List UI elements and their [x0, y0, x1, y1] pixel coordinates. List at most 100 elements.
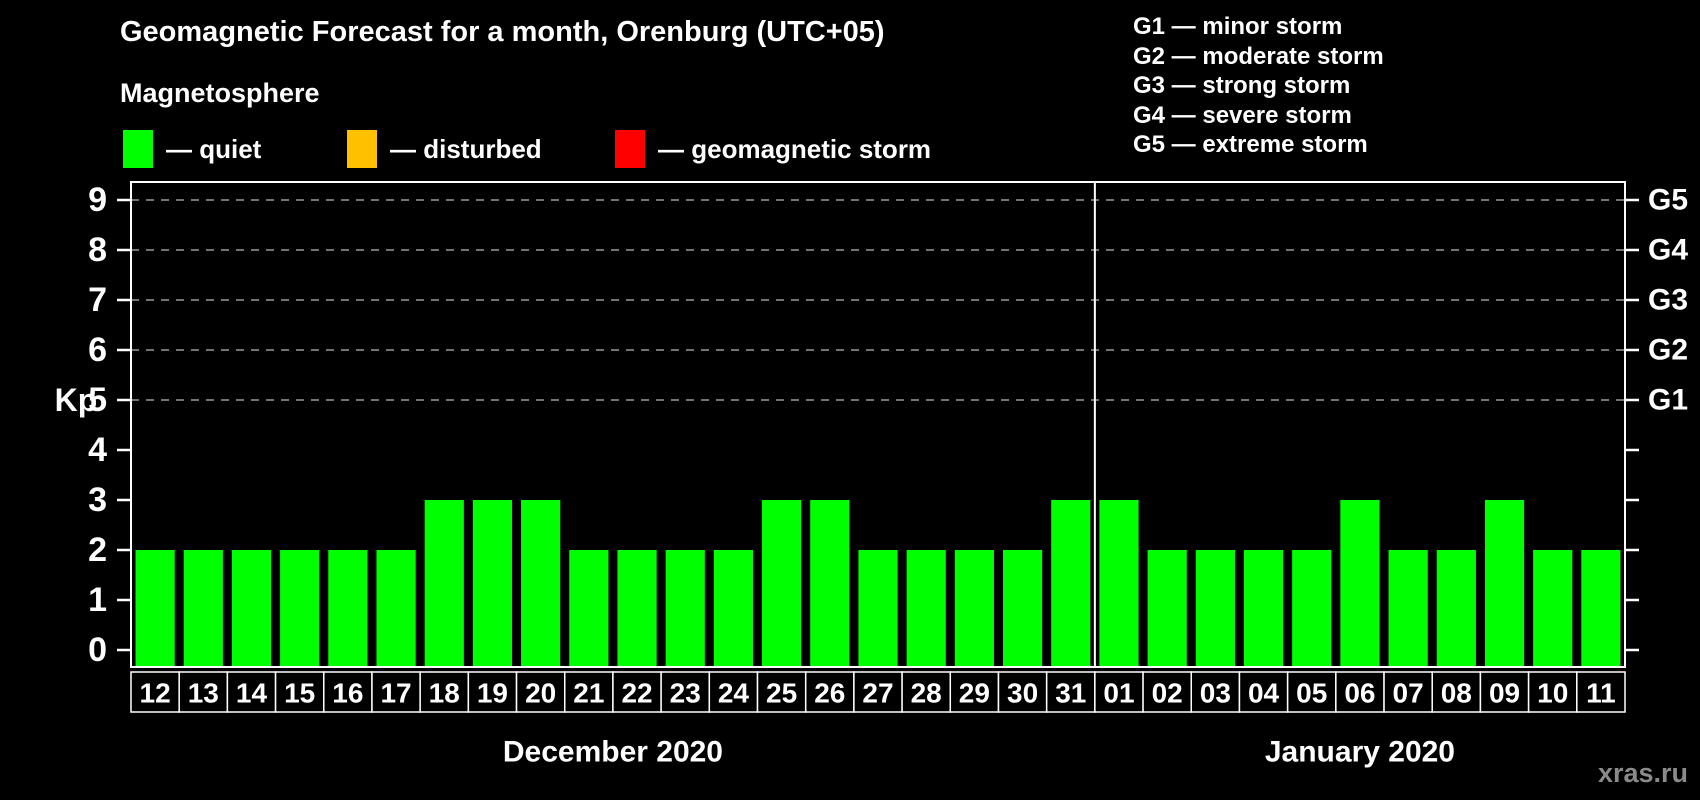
y-tick-label-0: 0	[88, 631, 107, 669]
kp-bar-20	[521, 500, 561, 667]
y-tick-label-5: 5	[88, 381, 107, 419]
plot-border	[130, 181, 1626, 668]
y-tick-label-8: 8	[88, 231, 107, 269]
kp-bar-06	[1340, 500, 1380, 667]
kp-bar-15	[280, 550, 320, 667]
kp-bar-29	[954, 550, 994, 667]
kp-bar-07	[1388, 550, 1428, 667]
kp-bar-14	[231, 550, 272, 667]
day-label-20: 20	[525, 678, 556, 709]
day-label-31: 31	[1055, 678, 1086, 709]
month-label-1: January 2020	[1265, 736, 1455, 769]
kp-bar-12	[135, 550, 175, 667]
day-box-10	[1527, 671, 1578, 713]
g-legend-line-g4: G4 — severe storm	[1133, 101, 1352, 129]
y-tick-label-4: 4	[88, 431, 107, 469]
g-legend-line-g1: G1 — minor storm	[1133, 13, 1343, 40]
kp-bar-13	[183, 550, 223, 667]
day-box-22	[612, 671, 662, 713]
kp-bar-chart: 12 13 14 15 16 17 18 19 20 21 22 23 24 25 26 27 28 29 30 31…	[0, 170, 1700, 800]
day-box-29	[949, 671, 1000, 713]
day-box-21	[563, 671, 614, 713]
day-box-23	[660, 671, 711, 713]
kp-legend-item-quiet: — quiet	[123, 126, 261, 172]
day-label-10: 10	[1537, 678, 1568, 709]
day-label-28: 28	[911, 678, 942, 709]
kp-bar-01	[1099, 500, 1139, 667]
kp-bar-24	[713, 550, 754, 667]
day-box-07	[1383, 671, 1433, 713]
kp-bar-05	[1292, 550, 1332, 667]
storm-swatch-icon	[615, 130, 645, 168]
day-label-15: 15	[284, 678, 315, 709]
kp-bar-28	[906, 550, 946, 667]
day-label-23: 23	[670, 678, 701, 709]
day-label-19: 19	[477, 678, 508, 709]
day-box-13	[178, 671, 229, 713]
kp-bar-11	[1581, 550, 1621, 667]
y-tick-label-7: 7	[88, 281, 107, 319]
day-label-21: 21	[573, 678, 604, 709]
day-label-16: 16	[332, 678, 363, 709]
right-axis-label-g1: G1	[1648, 384, 1688, 417]
kp-legend-label: — geomagnetic storm	[658, 133, 932, 164]
day-box-08	[1431, 671, 1482, 713]
day-label-07: 07	[1393, 678, 1424, 709]
day-label-25: 25	[766, 678, 797, 709]
day-label-02: 02	[1152, 678, 1183, 709]
kp-bar-25	[762, 500, 802, 667]
day-box-04	[1238, 671, 1289, 713]
y-tick-label-1: 1	[88, 581, 107, 619]
day-box-11	[1576, 671, 1626, 713]
kp-bar-16	[328, 550, 368, 667]
kp-bar-03	[1195, 550, 1235, 667]
day-box-24	[708, 671, 759, 713]
kp-bar-10	[1533, 550, 1573, 667]
disturbed-swatch-icon	[347, 130, 377, 168]
kp-legend-item-storm: — geomagnetic storm	[615, 126, 931, 172]
day-label-18: 18	[429, 678, 460, 709]
kp-bar-27	[858, 550, 898, 667]
kp-bar-09	[1484, 500, 1525, 667]
day-box-05	[1286, 671, 1337, 713]
day-box-18	[419, 671, 470, 713]
day-label-01: 01	[1103, 678, 1134, 709]
day-box-19	[467, 671, 518, 713]
quiet-swatch-icon	[123, 130, 153, 168]
day-label-09: 09	[1489, 678, 1520, 709]
y-tick-label-3: 3	[88, 481, 107, 519]
kp-status-legend: — quiet — disturbed — geomagnetic storm	[0, 126, 1100, 172]
day-label-24: 24	[718, 678, 750, 709]
kp-legend-item-disturbed: — disturbed	[347, 126, 542, 172]
kp-bar-21	[569, 550, 609, 667]
day-box-30	[997, 671, 1048, 713]
day-label-13: 13	[188, 678, 219, 709]
day-label-03: 03	[1200, 678, 1231, 709]
day-label-26: 26	[814, 678, 845, 709]
kp-bar-23	[665, 550, 705, 667]
g-scale-legend: G1 — minor storm G2 — moderate storm G3 — …	[1133, 12, 1384, 160]
day-label-22: 22	[621, 678, 652, 709]
kp-bar-31	[1051, 500, 1091, 667]
kp-bar-chart-svg: 12 13 14 15 16 17 18 19 20 21 22 23 24 25 26 27 28 29 30 31…	[55, 181, 1688, 769]
day-box-09	[1479, 671, 1530, 713]
kp-bar-18	[424, 500, 464, 667]
day-label-11: 11	[1586, 678, 1616, 709]
day-label-27: 27	[862, 678, 893, 709]
page-title: Geomagnetic Forecast for a month, Orenbu…	[120, 16, 885, 48]
kp-bar-02	[1147, 550, 1187, 667]
right-axis-label-g5: G5	[1648, 184, 1688, 217]
kp-legend-label: — disturbed	[390, 133, 542, 164]
day-label-17: 17	[380, 678, 411, 709]
day-label-06: 06	[1344, 678, 1375, 709]
kp-bar-19	[472, 500, 513, 667]
right-axis-label-g4: G4	[1648, 234, 1688, 267]
kp-bar-17	[376, 550, 416, 667]
month-label-0: December 2020	[503, 736, 723, 769]
day-box-26	[804, 671, 855, 713]
right-axis-label-g3: G3	[1648, 284, 1688, 317]
kp-bar-30	[1002, 550, 1043, 667]
y-tick-label-6: 6	[88, 331, 107, 369]
day-label-05: 05	[1296, 678, 1327, 709]
